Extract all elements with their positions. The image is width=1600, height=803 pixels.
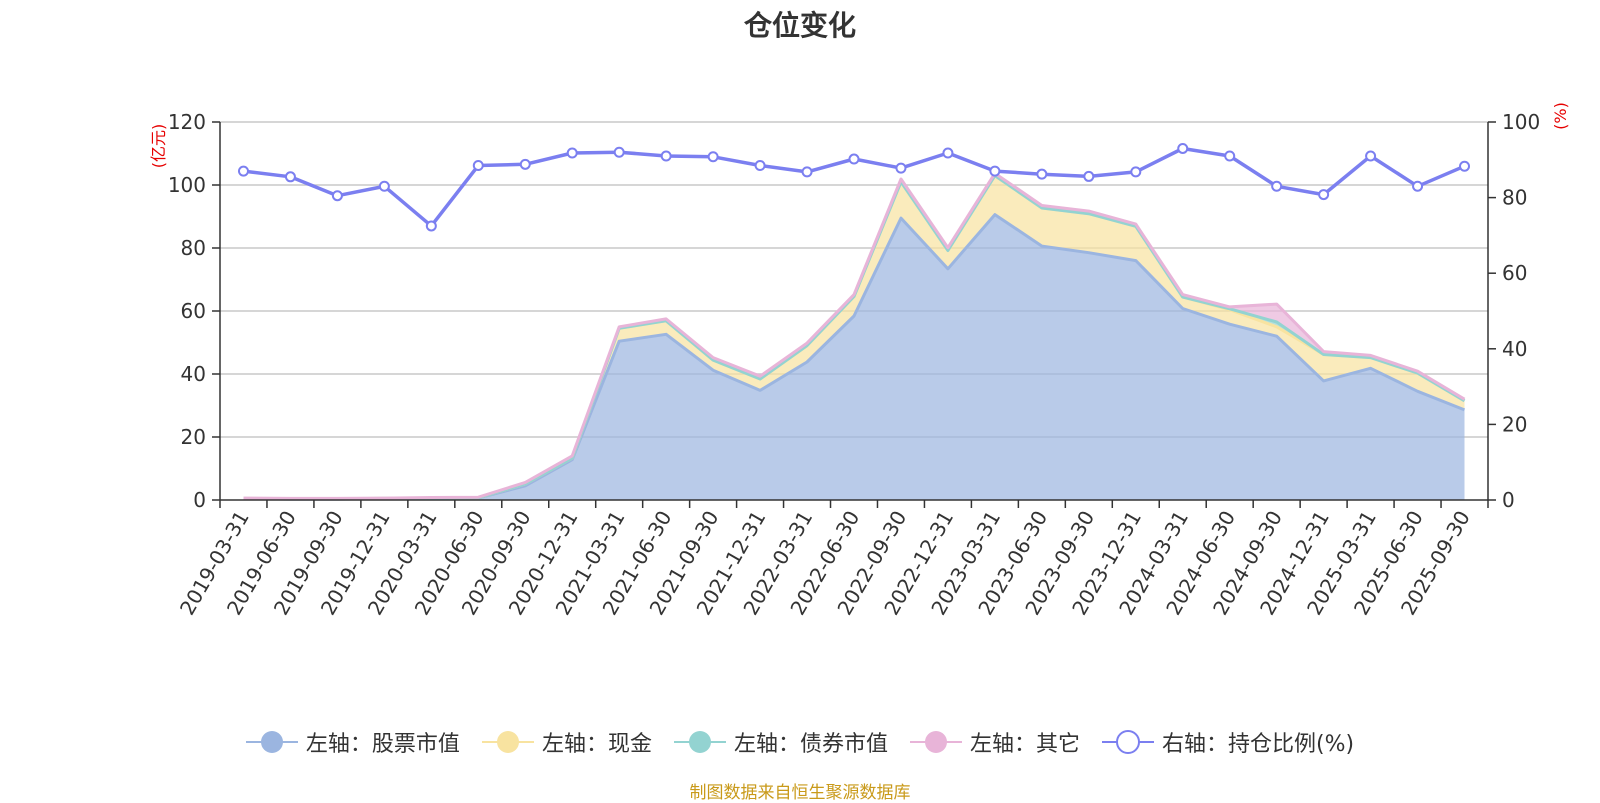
ratio-point [754,159,766,171]
left-axis-tick-label: 40 [181,362,206,386]
right-axis-tick-label: 40 [1502,337,1527,361]
ratio-point [1271,180,1283,192]
legend-label: 左轴：股票市值 [305,732,460,757]
right-axis-tick-label: 80 [1502,186,1527,210]
legend-item[interactable]: 左轴：债券市值 [673,726,888,758]
area-series [243,171,1466,501]
left-axis-tick-label: 60 [181,299,206,323]
left-axis-tick-label: 80 [181,236,206,260]
legend: 左轴：股票市值 左轴：现金 左轴：债券市值 左轴：其它 右轴：持仓比例(%) [0,722,1600,762]
ratio-point [378,180,390,192]
ratio-point [660,150,672,162]
legend-marker-icon [909,731,962,753]
left-axis-tick-label: 120 [168,110,206,134]
left-axis-tick-label: 100 [168,173,206,197]
legend-item[interactable]: 左轴：股票市值 [245,726,460,758]
left-axis-unit: (亿元) [149,124,168,169]
ratio-point [566,147,578,159]
chart-plot: 0204060801001200204060801002019-03-31201… [149,102,1570,619]
ratio-point [1177,142,1189,154]
ratio-point [989,165,1001,177]
legend-marker-icon [481,731,534,753]
ratio-point [1224,150,1236,162]
ratio-point [801,166,813,178]
legend-item[interactable]: 右轴：持仓比例(%) [1101,726,1355,758]
legend-label: 左轴：其它 [969,732,1080,757]
ratio-point [1130,166,1142,178]
left-axis-tick-label: 0 [193,488,206,512]
legend-label: 右轴：持仓比例(%) [1161,732,1355,757]
ratio-point [942,147,954,159]
ratio-point [1318,189,1330,201]
ratio-point [1365,150,1377,162]
ratio-point [613,146,625,158]
ratio-point [472,159,484,171]
area-左轴：股票市值 [243,214,1465,500]
ratio-point [284,171,296,183]
right-axis-tick-label: 100 [1502,110,1540,134]
right-axis-tick-label: 20 [1502,412,1527,436]
ratio-point [331,190,343,202]
ratio-point [425,220,437,232]
ratio-point [1459,160,1471,172]
ratio-point [519,158,531,170]
area-edge-左轴：其它 [243,171,1466,500]
left-axis-tick-label: 20 [181,425,206,449]
ratio-point [1036,168,1048,180]
ratio-point [895,162,907,174]
legend-label: 左轴：现金 [541,732,652,757]
ratio-point [237,165,249,177]
legend-item[interactable]: 左轴：现金 [481,726,652,758]
ratio-point [848,153,860,165]
legend-marker-icon [245,731,298,753]
legend-item[interactable]: 左轴：其它 [909,726,1080,758]
right-axis-tick-label: 60 [1502,261,1527,285]
ratio-point [707,151,719,163]
right-axis-unit: (%) [1551,102,1570,130]
legend-label: 左轴：债券市值 [733,732,888,757]
ratio-point [1412,180,1424,192]
chart-title: 仓位变化 [743,9,856,42]
ratio-line [237,142,1471,232]
right-axis-tick-label: 0 [1502,488,1515,512]
legend-marker-icon [673,731,726,753]
source-note: 制图数据来自恒生聚源数据库 [689,783,911,803]
legend-marker-icon [1101,730,1154,754]
ratio-point [1083,170,1095,182]
